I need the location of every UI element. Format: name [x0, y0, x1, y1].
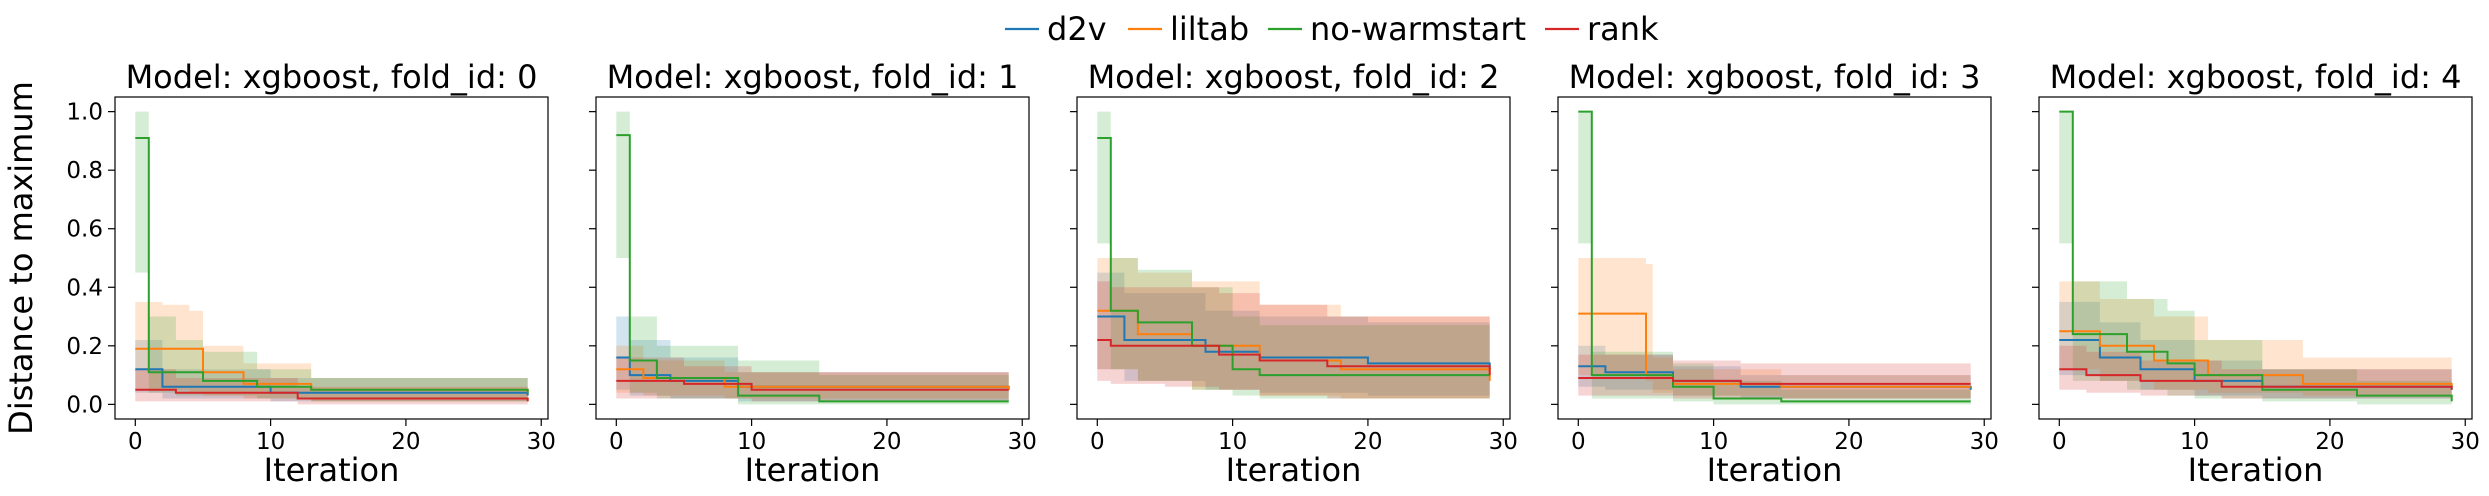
band-layer: [1578, 111, 1971, 405]
legend-label: liltab: [1170, 10, 1249, 48]
chart-panel: 0 10 20 30 Model: xgboost, fold_id: 3 Iterati…: [1551, 58, 1999, 489]
x-tick-label: 10: [1699, 429, 1728, 455]
plot-frame: [2038, 96, 2473, 420]
plot-frame: [595, 96, 1030, 420]
y-tick-label: 0.0: [66, 392, 103, 418]
legend-label: rank: [1587, 10, 1659, 48]
plot-frame: [1557, 96, 1992, 420]
chart-panel: 0 10 20 30 Model: xgboost, fold_id: 2 Iterati…: [1070, 58, 1518, 489]
plot-frame: [1076, 96, 1511, 420]
x-tick-label: 30: [2451, 429, 2480, 455]
x-tick-label: 0: [609, 429, 624, 455]
y-axis-label: Distance to maximum: [2, 81, 40, 435]
panel-title: Model: xgboost, fold_id: 0: [126, 58, 538, 96]
line-no-warmstart: [1578, 110, 1971, 403]
line-rank: [1097, 339, 1491, 376]
legend-label: no-warmstart: [1310, 10, 1526, 48]
x-tick-label: 20: [872, 429, 901, 455]
x-axis-label: Iteration: [745, 451, 881, 489]
line-layer: [1578, 110, 1972, 403]
chart-panel: 0 10 20 30 Model: xgboost, fold_id: 4 Iterati…: [2032, 58, 2480, 489]
chart-panels: 0 10 20 30 0.0 0.2 0.4 0.6 0.8 1.0 Model: xgboost,…: [2, 58, 2480, 489]
x-axis-label: Iteration: [2188, 451, 2324, 489]
band-no-warmstart: [135, 111, 528, 402]
x-tick-label: 0: [1571, 429, 1586, 455]
band-liltab: [135, 301, 528, 402]
x-tick-label: 20: [2315, 429, 2344, 455]
x-tick-label: 20: [391, 429, 420, 455]
band-d2v: [1578, 345, 1971, 399]
x-tick-label: 0: [2052, 429, 2067, 455]
panel-title: Model: xgboost, fold_id: 3: [1569, 58, 1981, 96]
panel-title: Model: xgboost, fold_id: 4: [2050, 58, 2462, 96]
chart-panel: 0 10 20 30 0.0 0.2 0.4 0.6 0.8 1.0 Model: xgboost,…: [2, 58, 556, 489]
legend: d2v liltab no-warmstart rank: [1005, 10, 1659, 48]
band-rank: [1578, 354, 1971, 399]
band-no-warmstart: [1097, 111, 1490, 402]
band-no-warmstart: [2059, 111, 2452, 405]
band-rank: [2059, 345, 2452, 399]
line-no-warmstart: [616, 134, 1009, 403]
x-tick-label: 20: [1353, 429, 1382, 455]
legend-item-d2v: d2v: [1005, 10, 1107, 48]
line-layer: [1097, 137, 1491, 381]
panel-title: Model: xgboost, fold_id: 2: [1088, 58, 1500, 96]
line-rank: [616, 379, 1009, 391]
band-rank: [135, 369, 528, 405]
band-liltab: [616, 345, 1009, 399]
y-tick-label: 0.4: [66, 275, 103, 301]
y-tick-label: 1.0: [66, 100, 103, 126]
x-axis-label: Iteration: [1707, 451, 1843, 489]
x-tick-label: 0: [128, 429, 143, 455]
legend-item-liltab: liltab: [1128, 10, 1249, 48]
legend-label: d2v: [1047, 10, 1107, 48]
band-layer: [2059, 111, 2452, 405]
x-tick-label: 0: [1090, 429, 1105, 455]
legend-item-no-warmstart: no-warmstart: [1268, 10, 1526, 48]
x-tick-label: 10: [1218, 429, 1247, 455]
x-tick-label: 10: [2180, 429, 2209, 455]
x-axis-label: Iteration: [264, 451, 400, 489]
x-tick-label: 30: [527, 429, 556, 455]
band-rank: [1097, 281, 1490, 402]
x-tick-label: 10: [256, 429, 285, 455]
plot-frame: [114, 96, 549, 420]
legend-item-rank: rank: [1545, 10, 1659, 48]
x-tick-label: 30: [1489, 429, 1518, 455]
y-tick-label: 0.2: [66, 334, 103, 360]
band-d2v: [2059, 301, 2452, 399]
y-tick-label: 0.8: [66, 158, 103, 184]
line-no-warmstart: [135, 137, 529, 393]
x-axis-label: Iteration: [1226, 451, 1362, 489]
y-tick-label: 0.6: [66, 217, 103, 243]
line-rank: [2059, 368, 2453, 390]
x-tick-label: 30: [1970, 429, 1999, 455]
line-layer: [616, 134, 1010, 403]
line-d2v: [135, 368, 529, 396]
line-d2v: [1097, 315, 1491, 370]
line-no-warmstart: [2059, 110, 2453, 402]
panel-title: Model: xgboost, fold_id: 1: [607, 58, 1019, 96]
x-tick-label: 30: [1008, 429, 1037, 455]
band-layer: [135, 111, 528, 405]
line-no-warmstart: [1097, 137, 1490, 377]
band-layer: [616, 111, 1009, 405]
line-rank: [135, 388, 529, 402]
line-layer: [135, 137, 529, 402]
line-layer: [2059, 110, 2453, 402]
x-tick-label: 20: [1834, 429, 1863, 455]
chart-panel: 0 10 20 30 Model: xgboost, fold_id: 1 Iterati…: [589, 58, 1037, 489]
x-tick-label: 10: [737, 429, 766, 455]
line-rank: [1578, 377, 1971, 385]
